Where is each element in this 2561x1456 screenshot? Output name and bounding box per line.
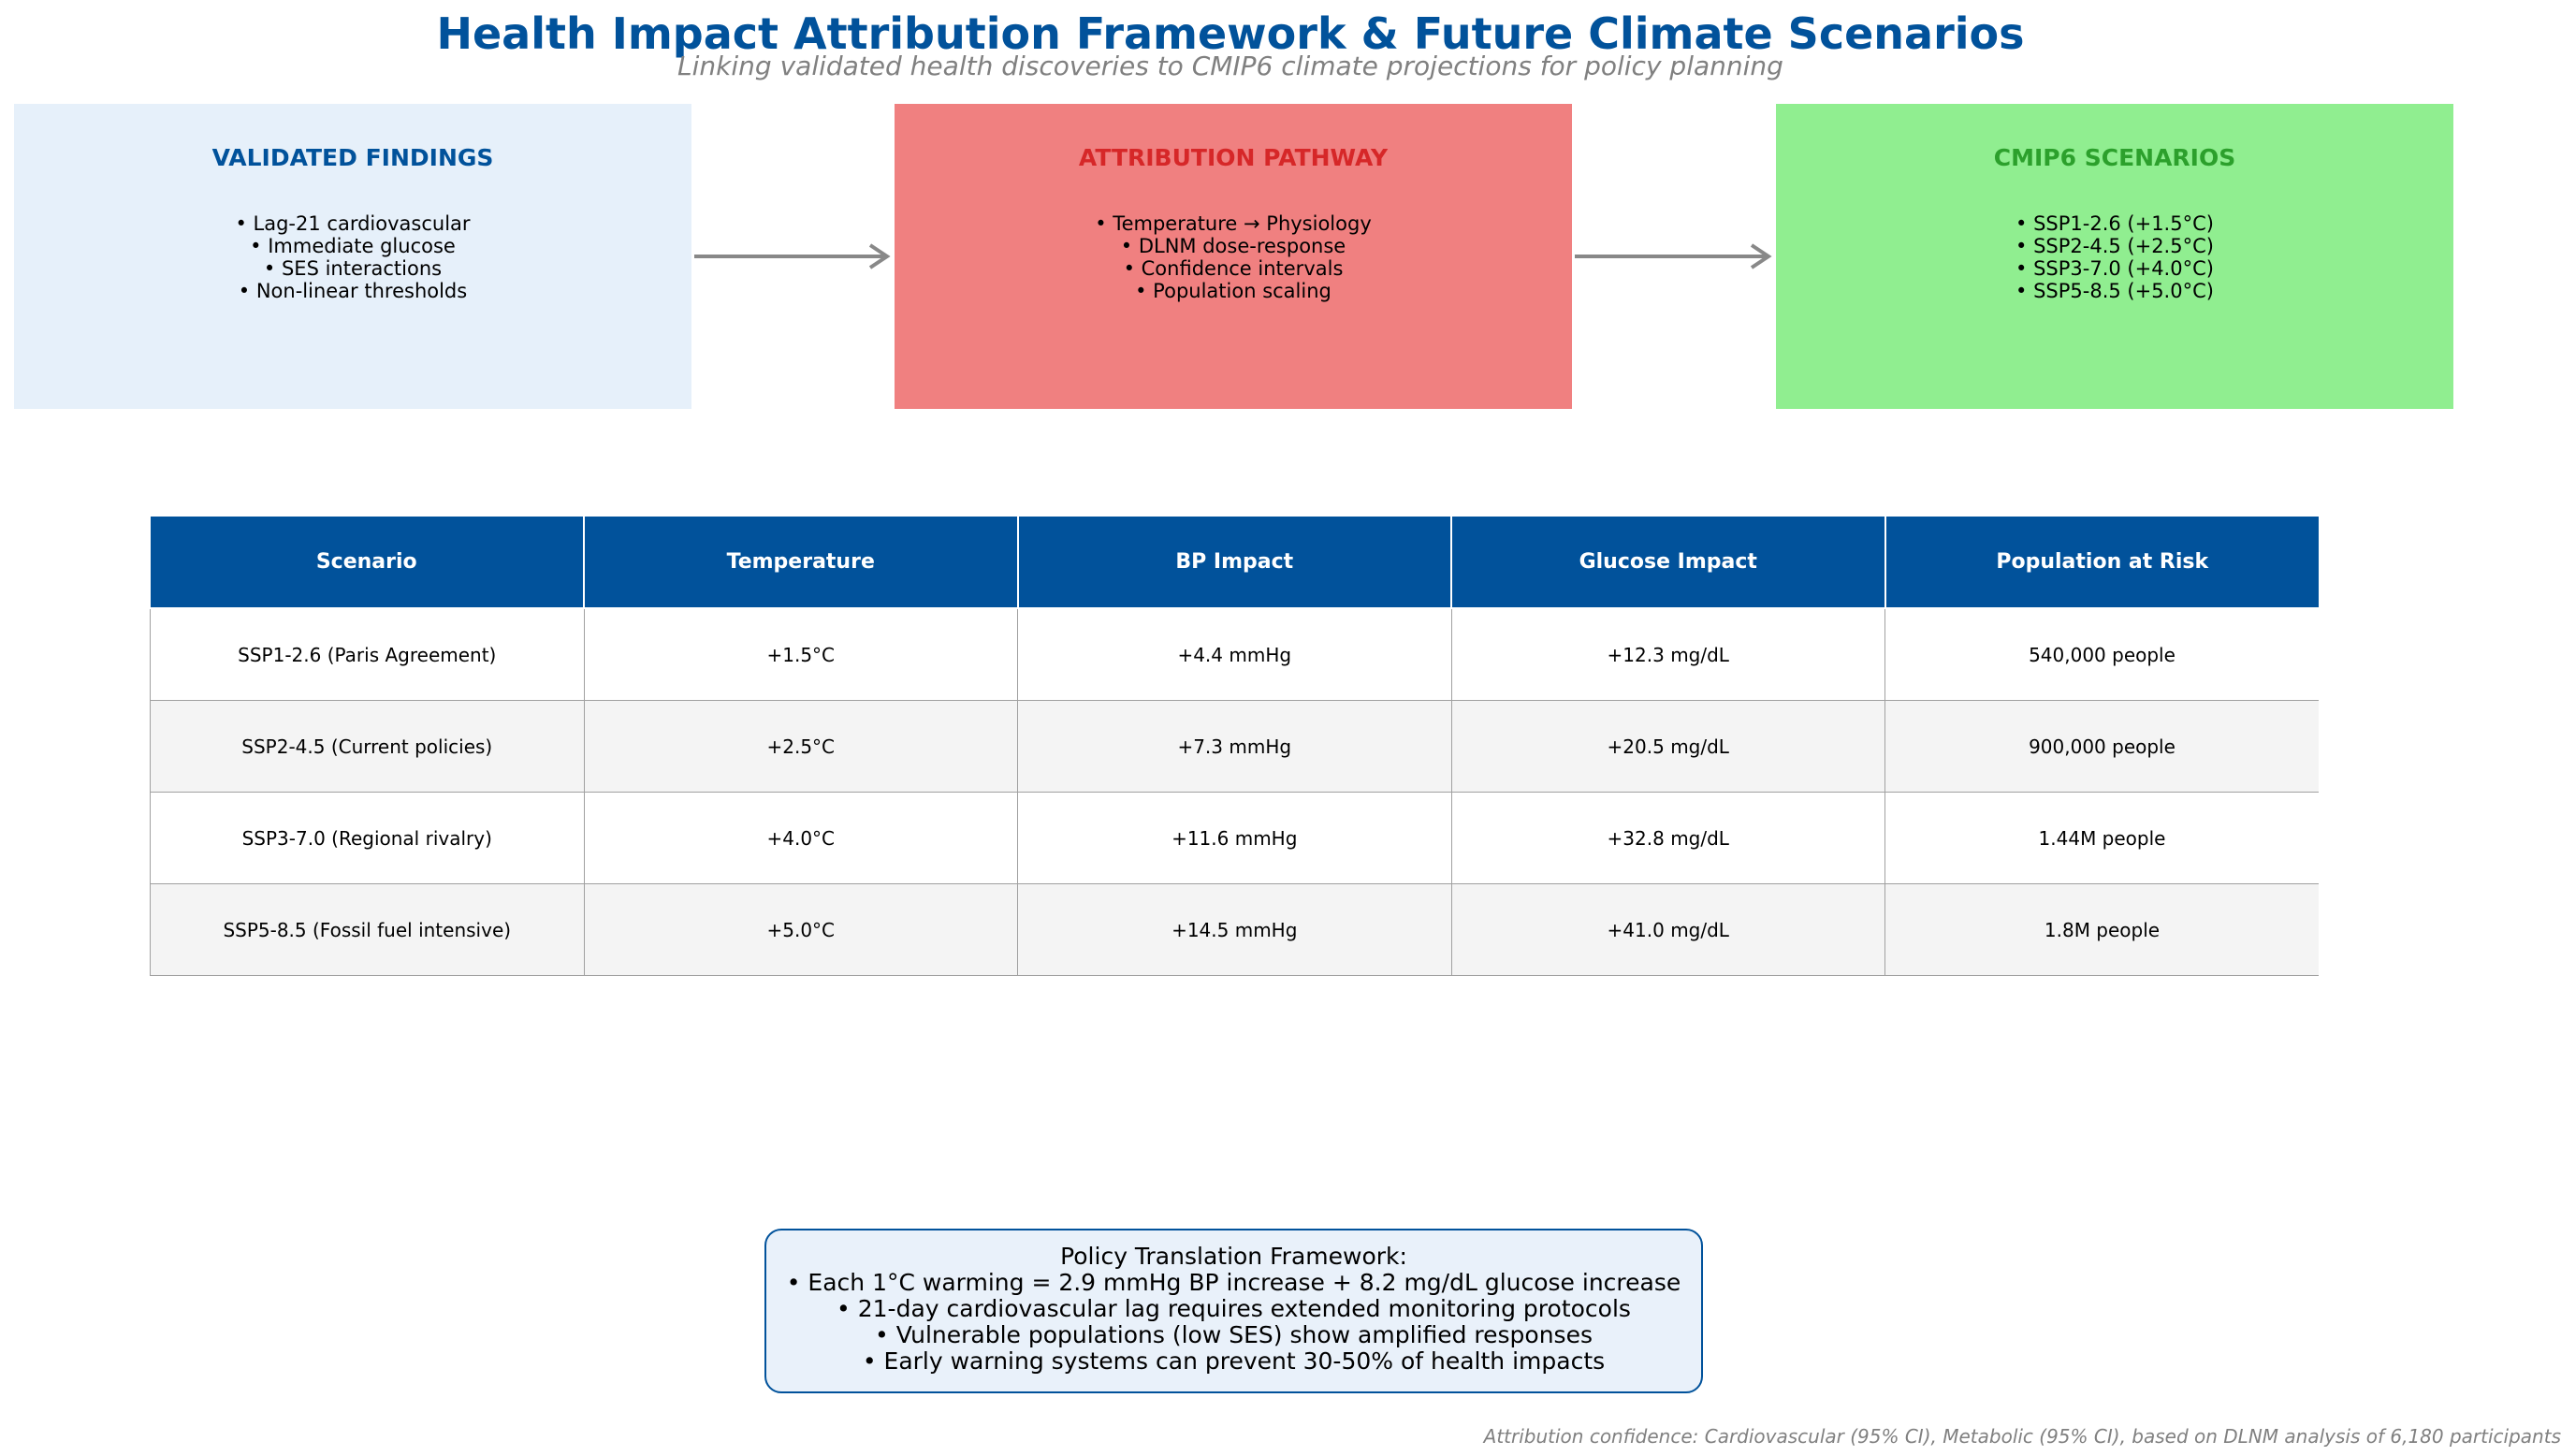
validated-findings-list: • Lag-21 cardiovascular • Immediate gluc… xyxy=(14,212,691,302)
cell-bp-impact: +7.3 mmHg xyxy=(1017,700,1452,793)
validated-finding-item: • SES interactions xyxy=(263,257,443,280)
policy-translation-box: Policy Translation Framework: • Each 1°C… xyxy=(764,1229,1703,1393)
attribution-pathway-title: ATTRIBUTION PATHWAY xyxy=(1078,144,1389,171)
policy-item: • Vulnerable populations (low SES) show … xyxy=(875,1321,1593,1348)
attribution-pathway-item: • Population scaling xyxy=(1135,280,1331,302)
cell-scenario: SSP3-7.0 (Regional rivalry) xyxy=(150,792,585,884)
attribution-pathway-box: ATTRIBUTION PATHWAY • Temperature → Phys… xyxy=(895,104,1572,409)
cell-bp-impact: +14.5 mmHg xyxy=(1017,883,1452,976)
policy-item: • 21-day cardiovascular lag requires ext… xyxy=(837,1295,1631,1322)
table-row: SSP5-8.5 (Fossil fuel intensive) +5.0°C … xyxy=(150,883,2319,976)
cell-scenario: SSP5-8.5 (Fossil fuel intensive) xyxy=(150,883,585,976)
cmip6-scenarios-title: CMIP6 SCENARIOS xyxy=(1993,144,2236,171)
cell-bp-impact: +4.4 mmHg xyxy=(1017,607,1452,701)
cell-glucose-impact: +41.0 mg/dL xyxy=(1450,883,1885,976)
flow-arrows xyxy=(694,243,1772,269)
cell-population: 1.8M people xyxy=(1884,883,2319,976)
header-population-at-risk: Population at Risk xyxy=(1884,517,2319,609)
cell-population: 1.44M people xyxy=(1884,792,2319,884)
policy-item: • Early warning systems can prevent 30-5… xyxy=(862,1347,1606,1375)
arrow-validated-to-attribution xyxy=(694,243,891,269)
header-glucose-impact: Glucose Impact xyxy=(1451,517,1886,609)
header-scenario: Scenario xyxy=(150,517,585,609)
cell-glucose-impact: +20.5 mg/dL xyxy=(1450,700,1885,793)
cell-glucose-impact: +32.8 mg/dL xyxy=(1450,792,1885,884)
cmip6-scenario-item: • SSP3-7.0 (+4.0°C) xyxy=(2015,257,2214,280)
validated-findings-box: VALIDATED FINDINGS • Lag-21 cardiovascul… xyxy=(14,104,691,409)
header-bp-impact: BP Impact xyxy=(1017,517,1452,609)
arrow-attribution-to-cmip6 xyxy=(1575,243,1772,269)
header-temperature: Temperature xyxy=(584,517,1019,609)
cell-bp-impact: +11.6 mmHg xyxy=(1017,792,1452,884)
attribution-confidence-note: Attribution confidence: Cardiovascular (… xyxy=(1483,1425,2561,1448)
validated-finding-item: • Non-linear thresholds xyxy=(238,280,468,302)
cell-temperature: +2.5°C xyxy=(583,700,1018,793)
cell-population: 900,000 people xyxy=(1884,700,2319,793)
cell-scenario: SSP2-4.5 (Current policies) xyxy=(150,700,585,793)
cell-population: 540,000 people xyxy=(1884,607,2319,701)
table-header-row: Scenario Temperature BP Impact Glucose I… xyxy=(150,517,2319,609)
validated-finding-item: • Immediate glucose xyxy=(250,235,456,257)
table-row: SSP1-2.6 (Paris Agreement) +1.5°C +4.4 m… xyxy=(150,607,2319,701)
validated-findings-title: VALIDATED FINDINGS xyxy=(211,144,494,171)
attribution-pathway-item: • DLNM dose-response xyxy=(1120,235,1346,257)
cmip6-scenario-item: • SSP5-8.5 (+5.0°C) xyxy=(2015,280,2214,302)
scenario-table: Scenario Temperature BP Impact Glucose I… xyxy=(150,517,2319,976)
cell-temperature: +1.5°C xyxy=(583,607,1018,701)
page-subtitle: Linking validated health discoveries to … xyxy=(677,51,1783,81)
cell-glucose-impact: +12.3 mg/dL xyxy=(1450,607,1885,701)
page-title: Health Impact Attribution Framework & Fu… xyxy=(436,8,2025,59)
validated-finding-item: • Lag-21 cardiovascular xyxy=(235,212,471,235)
table-row: SSP2-4.5 (Current policies) +2.5°C +7.3 … xyxy=(150,700,2319,793)
cell-temperature: +5.0°C xyxy=(583,883,1018,976)
attribution-pathway-list: • Temperature → Physiology • DLNM dose-r… xyxy=(895,212,1572,302)
table-row: SSP3-7.0 (Regional rivalry) +4.0°C +11.6… xyxy=(150,792,2319,884)
cmip6-scenario-item: • SSP2-4.5 (+2.5°C) xyxy=(2015,235,2214,257)
policy-item: • Each 1°C warming = 2.9 mmHg BP increas… xyxy=(786,1269,1681,1296)
policy-heading: Policy Translation Framework: xyxy=(1060,1243,1407,1270)
cmip6-scenarios-list: • SSP1-2.6 (+1.5°C) • SSP2-4.5 (+2.5°C) … xyxy=(1776,212,2453,302)
cell-scenario: SSP1-2.6 (Paris Agreement) xyxy=(150,607,585,701)
cell-temperature: +4.0°C xyxy=(583,792,1018,884)
cmip6-scenarios-box: CMIP6 SCENARIOS • SSP1-2.6 (+1.5°C) • SS… xyxy=(1776,104,2453,409)
policy-list: • Each 1°C warming = 2.9 mmHg BP increas… xyxy=(766,1270,1701,1375)
attribution-pathway-item: • Temperature → Physiology xyxy=(1095,212,1372,235)
cmip6-scenario-item: • SSP1-2.6 (+1.5°C) xyxy=(2015,212,2214,235)
attribution-pathway-item: • Confidence intervals xyxy=(1123,257,1344,280)
